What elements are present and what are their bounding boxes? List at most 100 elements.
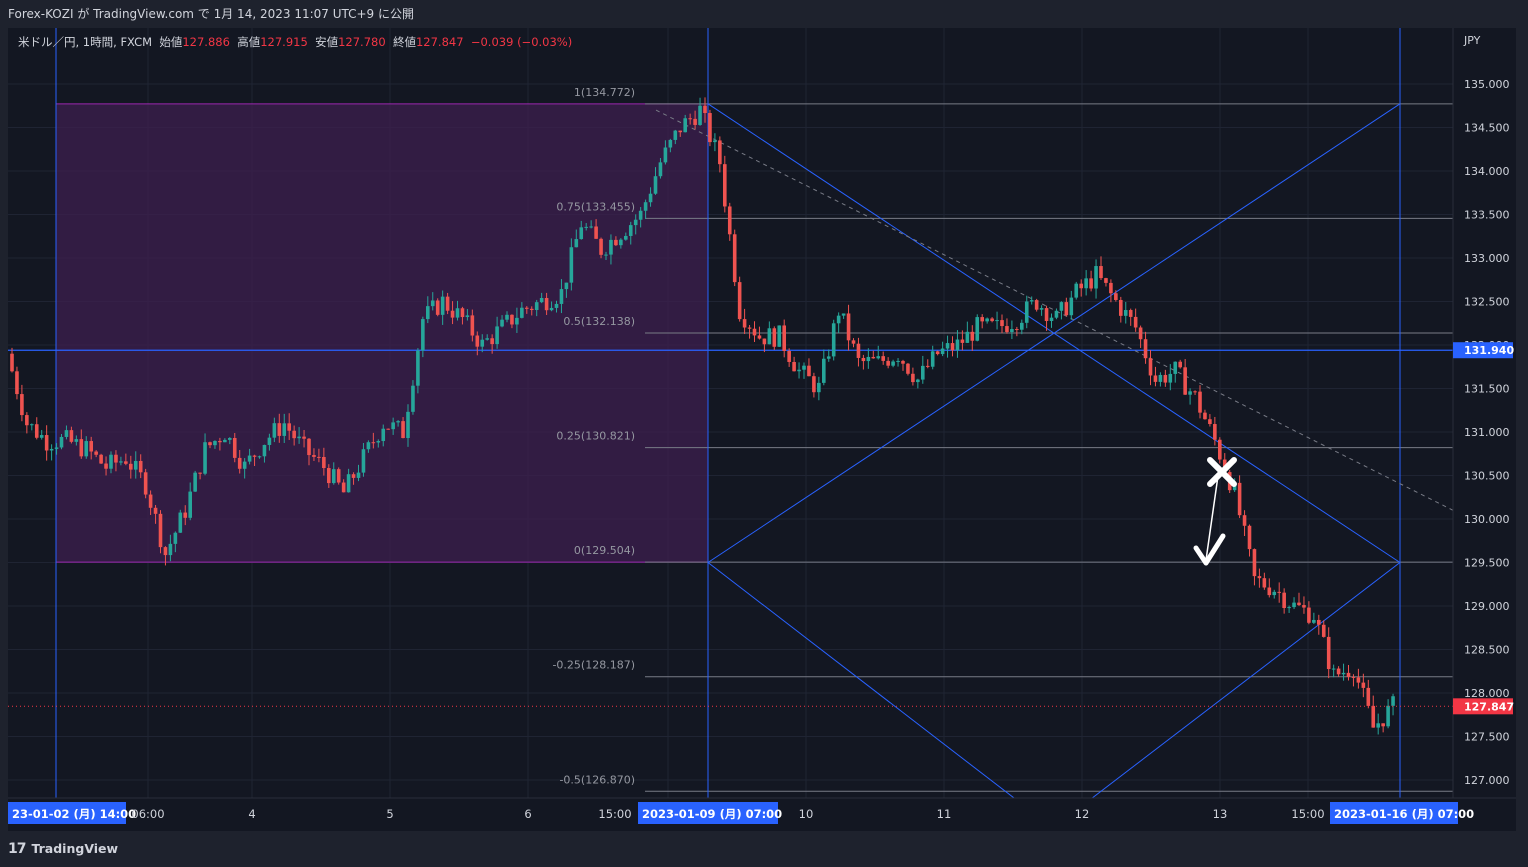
candle-body [960,339,965,343]
trend-line[interactable] [707,103,1401,563]
candle-body [262,444,267,457]
candle-body [1391,696,1395,706]
candle-body [1183,367,1187,395]
candle-body [237,457,242,469]
legend-symbol: 米ドル／円, 1時間, FXCM [18,35,153,49]
candle-body [480,339,485,347]
candle-body [312,455,316,457]
candle-body [812,376,816,393]
price-tick-label: 133.500 [1464,209,1510,222]
chart-canvas[interactable]: 1(134.772) 0.75(133.455) 0.5(132.138) 0.25(… [8,28,1516,831]
date-price-range-box[interactable] [56,103,708,563]
current-price-badge[interactable] [1453,698,1513,715]
legend-open-value: 127.886 [182,35,230,49]
time-tick-label: 10 [799,807,814,821]
check-mark-icon[interactable] [1193,533,1226,566]
candle-body [965,331,970,343]
candle-body [391,422,395,430]
candle-body [549,307,554,311]
candle-body [89,441,93,452]
candle-body [1074,283,1079,298]
candle-body [747,327,752,329]
candle-body [772,328,777,347]
arrow-line[interactable] [1205,475,1219,561]
candle-body [802,365,806,370]
candle-body [64,430,69,437]
candle-body [881,356,885,361]
candle-body [822,358,826,383]
tradingview-footer[interactable]: 17 TradingView [8,836,118,862]
publish-header: Forex-KOZI が TradingView.com で 1月 14, 20… [0,0,1528,28]
candle-body [767,328,772,345]
candle-body [1178,361,1182,368]
candle-body [1292,602,1296,608]
candle-body [792,361,796,372]
candle-body [921,365,925,380]
candle-body [1277,591,1281,593]
candle-body [584,226,588,228]
time-axis-marker[interactable] [8,802,126,824]
candle-body [826,356,831,359]
price-tick-label: 128.000 [1464,687,1510,700]
candle-body [1114,293,1118,300]
time-tick-label: 2023-01-16 (月) 07:00 [1334,807,1474,821]
candle-body [1039,308,1044,310]
dashed-trend-line[interactable] [655,109,1454,511]
candle-body [624,235,628,240]
price-tick-label: 135.000 [1464,78,1510,91]
candle-body [401,421,405,439]
candle-body [218,440,222,443]
x-mark-icon[interactable] [1207,457,1237,487]
candle-body [79,439,84,457]
candle-body [1386,705,1390,727]
trend-line[interactable] [707,562,1054,829]
candle-body [841,313,846,316]
publish-text: Forex-KOZI が TradingView.com で 1月 14, 20… [8,7,415,21]
chart-frame[interactable]: 1(134.772) 0.75(133.455) 0.5(132.138) 0.25(… [8,28,1516,831]
candle-body [124,461,128,464]
candle-body [1128,310,1133,317]
candle-body [930,351,935,367]
candle-body [1247,525,1252,550]
price-axis[interactable] [1453,28,1516,831]
candle-body [1341,672,1346,675]
candle-body [1321,624,1326,637]
candle-body [84,441,89,457]
time-tick-label: 2023-01-09 (月) 07:00 [642,807,782,821]
candle-body [1336,668,1341,675]
candle-body [1034,300,1039,310]
trend-line[interactable] [1052,562,1401,829]
candle-body [579,227,584,240]
candle-body [158,513,163,548]
candle-body [302,436,306,439]
legend-change: −0.039 (−0.03%) [470,35,573,49]
candle-body [1203,412,1207,420]
candle-body [44,435,49,451]
candle-body [104,463,108,469]
candle-body [703,105,707,114]
candle-body [1138,327,1143,340]
candle-body [99,454,103,464]
candle-body [807,365,811,377]
candle-body [129,463,133,470]
time-axis-marker[interactable] [638,802,778,824]
candle-body [39,435,44,438]
price-tick-label: 128.500 [1464,644,1510,657]
time-axis-marker[interactable] [1330,802,1458,824]
candle-body [361,449,366,473]
candle-body [30,424,34,426]
candle-body [188,491,192,518]
candle-body [1148,358,1153,376]
candle-body [520,307,524,318]
candle-body [297,436,301,439]
candle-body [500,319,504,327]
candle-body [1267,587,1272,596]
candle-body [663,147,668,163]
candle-body [688,118,692,120]
horizontal-line-badge[interactable] [1453,342,1513,359]
candle-body [426,306,430,320]
candle-body [1123,310,1128,316]
candle-body [737,282,742,320]
candle-body [49,448,54,451]
candle-body [1252,549,1257,577]
